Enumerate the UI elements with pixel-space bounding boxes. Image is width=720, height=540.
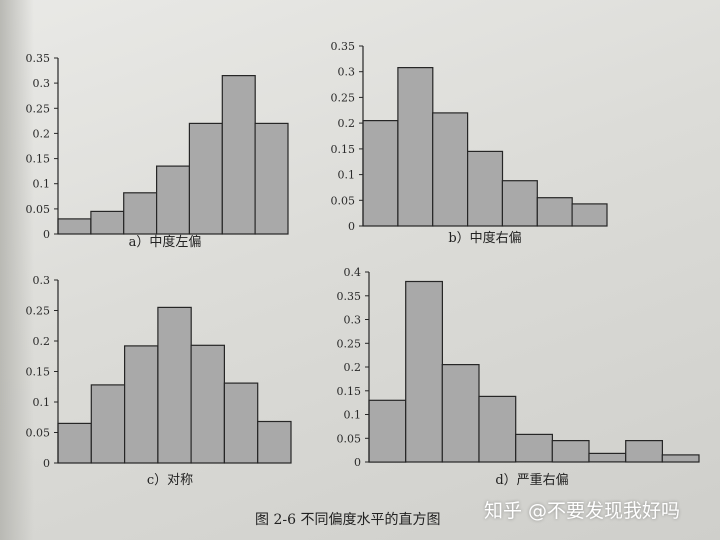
chart-1-tick-label-8: 0.35: [26, 52, 51, 65]
chart-4-tick-label-4: 0.15: [337, 385, 362, 398]
chart-4-bar-5: [515, 433, 554, 463]
chart-4-bar-4: [478, 395, 517, 463]
chart-3-tick-label-3: 0.1: [33, 396, 51, 409]
chart-4-tick-label-3: 0.1: [344, 409, 362, 422]
chart-2-bar-7: [571, 203, 608, 227]
chart-3-tick-label-4: 0.15: [26, 366, 51, 379]
chart-2-tick-label-5: 0.2: [338, 117, 356, 130]
chart-3-bar-2: [90, 384, 126, 464]
chart-4-tick-label-1: 0: [354, 456, 361, 469]
chart-4-bar-7: [588, 452, 627, 463]
chart-3-bar-5: [190, 344, 226, 464]
chart-4-bar-2: [405, 280, 444, 463]
chart-4-bar-3: [441, 364, 480, 463]
chart-panel-3: 0 0.05 0.1 0.15 0.2 0.25 0.3 c）对称: [26, 274, 292, 488]
chart-1-tick-label-5: 0.2: [33, 127, 51, 140]
chart-2-bar-6: [536, 197, 573, 227]
chart-2-bar-5: [501, 180, 538, 227]
chart-4-tick-label-5: 0.2: [344, 361, 362, 374]
chart-1-bar-3: [123, 192, 158, 235]
chart-2-tick-label-7: 0.3: [338, 66, 356, 79]
figure-caption: 图 2-6 不同偏度水平的直方图: [255, 512, 441, 528]
page-edge-shadow: [0, 0, 34, 540]
chart-2-tick-label-6: 0.25: [331, 91, 356, 104]
chart-3-tick-label-7: 0.3: [33, 274, 51, 287]
chart-4-bar-8: [625, 440, 664, 463]
chart-3-bar-3: [123, 345, 159, 464]
chart-panel-1: 0 0.05 0.1 0.15 0.2 0.25 0.3 0.35 a）中度左偏: [26, 52, 289, 250]
chart-3-bar-7: [257, 420, 292, 464]
chart-1-tick-label-7: 0.3: [33, 77, 51, 90]
chart-1-bar-5: [188, 122, 223, 235]
chart-4-tick-label-7: 0.3: [344, 314, 362, 327]
chart-4-tick-label-8: 0.35: [337, 290, 362, 303]
chart-2-tick-label-4: 0.15: [331, 143, 356, 156]
chart-1-tick-label-2: 0.05: [26, 203, 51, 216]
chart-panel-4: 0 0.05 0.1 0.15 0.2 0.25 0.3 0.35 0.4 d）严重右偏: [337, 266, 700, 488]
chart-1-tick-label-1: 0: [43, 228, 50, 241]
chart-4-bar-1: [368, 399, 407, 463]
chart-3-tick-label-1: 0: [43, 457, 50, 470]
chart-1-title: a）中度左偏: [129, 234, 202, 250]
chart-2-bar-1: [362, 119, 399, 227]
chart-2-tick-label-2: 0.05: [331, 194, 356, 207]
watermark: 知乎 @不要发现我好吗: [484, 500, 681, 522]
chart-1-tick-label-4: 0.15: [26, 153, 51, 166]
chart-4-tick-label-2: 0.05: [337, 432, 362, 445]
chart-1-bar-1: [57, 218, 92, 235]
chart-4-bar-9: [661, 454, 700, 463]
chart-1-bar-6: [221, 74, 256, 235]
chart-1-bar-4: [156, 165, 191, 235]
chart-3-bar-4: [157, 306, 192, 464]
chart-1-bar-2: [90, 210, 125, 235]
chart-2-title: b）中度右偏: [448, 230, 521, 246]
chart-panel-2: 0 0.05 0.1 0.15 0.2 0.25 0.3 0.35 b）中度右偏: [331, 40, 608, 246]
chart-2-bar-2: [397, 66, 434, 227]
chart-2-bar-4: [467, 150, 504, 227]
chart-2-bar-3: [432, 112, 469, 227]
chart-4-bar-6: [551, 440, 590, 463]
chart-1-tick-label-3: 0.1: [33, 178, 51, 191]
chart-3-tick-label-2: 0.05: [26, 427, 51, 440]
chart-4-tick-label-6: 0.25: [337, 337, 362, 350]
chart-4-title: d）严重右偏: [495, 472, 568, 488]
chart-4-tick-label-9: 0.4: [344, 266, 362, 279]
chart-1-tick-label-6: 0.25: [26, 102, 51, 115]
chart-2-tick-label-1: 0: [348, 220, 355, 233]
chart-3-bar-1: [57, 422, 92, 464]
chart-3-tick-label-6: 0.25: [26, 305, 51, 318]
chart-2-tick-label-3: 0.1: [338, 169, 356, 182]
chart-1-bar-7: [254, 122, 289, 235]
chart-3-bar-6: [223, 382, 259, 464]
chart-2-tick-label-8: 0.35: [331, 40, 356, 53]
chart-3-title: c）对称: [147, 473, 193, 488]
chart-3-tick-label-5: 0.2: [33, 335, 51, 348]
